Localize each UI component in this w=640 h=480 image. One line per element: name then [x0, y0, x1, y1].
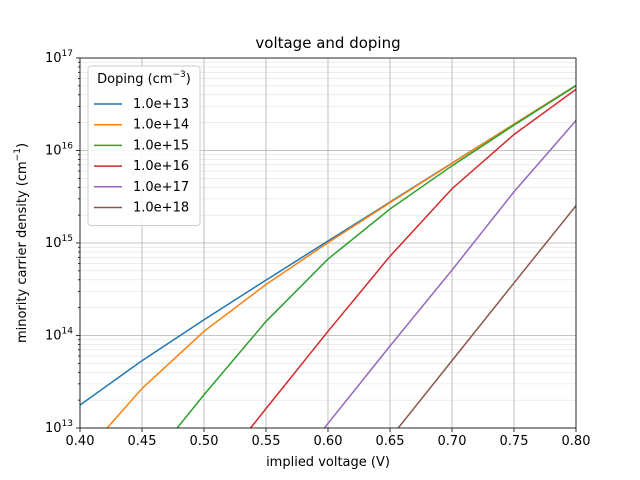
- y-tick-label: 1014: [45, 326, 73, 343]
- plot-area: [80, 84, 576, 428]
- legend-label: 1.0e+13: [133, 97, 189, 112]
- data-line: [397, 205, 576, 428]
- grid: [76, 57, 577, 432]
- x-tick-label: 0.50: [190, 434, 219, 449]
- x-tick-label: 0.60: [314, 434, 343, 449]
- chart-title: voltage and doping: [255, 34, 400, 52]
- axes-frame: [79, 57, 577, 429]
- legend-label: 1.0e+14: [133, 117, 189, 132]
- legend-box: [87, 65, 201, 226]
- data-line: [106, 84, 576, 428]
- x-tick-label: 0.40: [66, 434, 95, 449]
- legend-label: 1.0e+17: [133, 179, 189, 194]
- legend: Doping (cm−3) 1.0e+13 1.0e+14 1.0e+15 1.0e+1…: [87, 65, 201, 226]
- legend-label: 1.0e+18: [133, 200, 189, 215]
- legend-label: 1.0e+15: [133, 138, 189, 153]
- x-tick-label: 0.65: [376, 434, 405, 449]
- y-tick-label: 1015: [45, 234, 73, 251]
- y-tick-label: 1016: [45, 141, 73, 158]
- data-line: [249, 88, 576, 428]
- y-axis-label: minority carrier density (cm−1): [13, 143, 30, 343]
- data-line: [323, 120, 576, 428]
- legend-label: 1.0e+16: [133, 159, 189, 174]
- y-tick-label: 1017: [45, 49, 73, 66]
- x-tick-label: 0.70: [438, 434, 467, 449]
- x-tick-label: 0.55: [252, 434, 281, 449]
- x-axis-label: implied voltage (V): [266, 455, 390, 470]
- legend-title: Doping (cm−3): [97, 70, 191, 87]
- x-tick-label: 0.45: [128, 434, 157, 449]
- x-tick-label: 0.80: [562, 434, 591, 449]
- y-tick-label: 1013: [45, 419, 73, 436]
- data-line: [176, 85, 576, 428]
- x-tick-label: 0.75: [500, 434, 529, 449]
